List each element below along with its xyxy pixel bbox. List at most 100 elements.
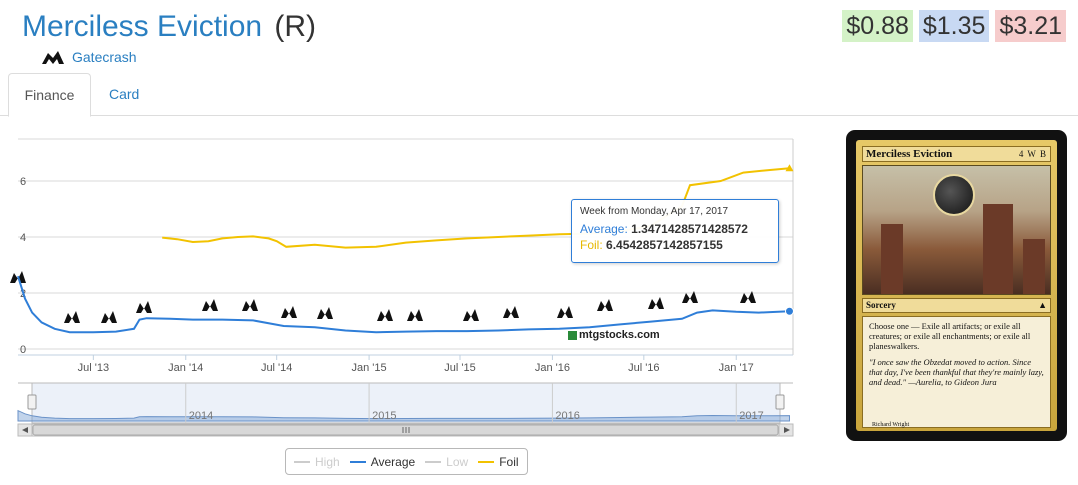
legend-swatch-foil bbox=[478, 460, 495, 463]
navigator-right-handle[interactable] bbox=[775, 394, 785, 410]
watermark-text: mtgstocks.com bbox=[579, 329, 660, 341]
card-flavor-text: "I once saw the Obzedat moved to action.… bbox=[869, 357, 1044, 387]
legend-item-low[interactable]: Low bbox=[425, 455, 468, 469]
navigator-series-area bbox=[17, 409, 791, 422]
set-glyph bbox=[64, 311, 80, 323]
legend-swatch-high bbox=[294, 460, 310, 463]
tooltip-foil-label: Foil: bbox=[580, 238, 603, 252]
tooltip-average-value: 1.3471428571428572 bbox=[631, 222, 748, 236]
set-glyph bbox=[407, 309, 423, 321]
set-release-ths-icon bbox=[136, 301, 152, 313]
set-release-jou-icon bbox=[242, 299, 258, 311]
navigator-year-label: 2015 bbox=[372, 410, 396, 422]
navigator-year-label: 2016 bbox=[555, 410, 579, 422]
chart-tooltip: Week from Monday, Apr 17, 2017 Average: … bbox=[571, 199, 779, 263]
gatecrash-set-icon bbox=[42, 51, 64, 64]
scroll-left-arrow-icon bbox=[22, 427, 28, 433]
set-glyph bbox=[682, 291, 698, 303]
watermark: mtgstocks.com bbox=[568, 329, 660, 341]
card-type-line: Sorcery bbox=[866, 300, 896, 310]
card-rules-text: Choose one — Exile all artifacts; or exi… bbox=[869, 321, 1031, 351]
legend-label-low: Low bbox=[446, 454, 469, 469]
set-glyph bbox=[377, 309, 393, 321]
set-release-emn-icon bbox=[648, 297, 664, 309]
set-row: Gatecrash bbox=[40, 48, 137, 66]
legend-item-high[interactable]: High bbox=[294, 455, 340, 469]
card-image: Merciless Eviction 4 W B Sorcery ▲ Choos… bbox=[846, 130, 1067, 441]
navigator-left-handle[interactable] bbox=[27, 394, 37, 410]
navigator-year-label: 2014 bbox=[189, 410, 213, 422]
set-release-ktk-icon bbox=[317, 307, 333, 319]
set-glyph bbox=[101, 311, 117, 323]
page-title: Merciless Eviction (R) bbox=[22, 8, 316, 46]
card-typebar: Sorcery ▲ bbox=[862, 298, 1051, 313]
card-set-symbol-icon: ▲ bbox=[1038, 300, 1047, 310]
set-glyph bbox=[503, 306, 519, 318]
y-tick-label: 6 bbox=[20, 176, 26, 188]
set-glyph bbox=[10, 271, 26, 283]
set-glyph bbox=[281, 306, 297, 318]
card-image-name: Merciless Eviction bbox=[866, 148, 953, 160]
price-foil-badge: $3.21 bbox=[995, 10, 1066, 42]
legend-item-foil[interactable]: Foil bbox=[478, 454, 519, 469]
x-tick-label: Jul '14 bbox=[261, 362, 292, 374]
price-low-badge: $0.88 bbox=[842, 10, 913, 42]
x-tick-label: Jan '15 bbox=[352, 362, 387, 374]
set-release-dgm-icon bbox=[64, 311, 80, 323]
scroll-right-arrow-icon bbox=[784, 427, 790, 433]
tooltip-header: Week from Monday, Apr 17, 2017 bbox=[580, 206, 729, 217]
legend-swatch-average bbox=[349, 460, 366, 463]
set-glyph bbox=[597, 299, 613, 311]
price-chart: 0 2 4 6 Jul '13 Jan '14 Jul '14 Jan '15 Jul '15 J… bbox=[0, 125, 810, 485]
x-tick-label: Jul '15 bbox=[444, 362, 475, 374]
navigator-year-label: 2017 bbox=[739, 410, 763, 422]
x-tick-label: Jan '14 bbox=[168, 362, 203, 374]
art-tower bbox=[983, 204, 1013, 294]
set-release-aer-icon bbox=[740, 291, 756, 303]
set-release-m15-icon bbox=[281, 306, 297, 318]
set-release-kld-icon bbox=[682, 291, 698, 303]
tab-card[interactable]: Card bbox=[109, 86, 140, 102]
set-glyph bbox=[740, 291, 756, 303]
x-tick-label: Jul '13 bbox=[78, 362, 109, 374]
card-name: Merciless Eviction bbox=[22, 10, 263, 43]
set-glyph bbox=[317, 307, 333, 319]
set-glyph bbox=[242, 299, 258, 311]
series-line-foil bbox=[162, 167, 790, 249]
set-release-m14-icon bbox=[101, 311, 117, 323]
set-release-gtc-icon bbox=[10, 271, 26, 283]
card-rarity: (R) bbox=[274, 10, 317, 43]
set-release-bng-icon bbox=[202, 299, 218, 311]
y-tick-label: 4 bbox=[20, 232, 26, 244]
card-art bbox=[862, 165, 1051, 295]
card-image-namebar: Merciless Eviction 4 W B bbox=[862, 146, 1051, 162]
set-glyph bbox=[463, 309, 479, 321]
tab-finance[interactable]: Finance bbox=[8, 73, 91, 117]
set-release-ori-icon bbox=[463, 309, 479, 321]
tooltip-foil-value: 6.4542857142857155 bbox=[606, 238, 723, 252]
art-orb bbox=[933, 174, 975, 216]
set-name-link[interactable]: Gatecrash bbox=[72, 49, 137, 65]
set-release-frf-icon bbox=[377, 309, 393, 321]
set-glyph bbox=[648, 297, 664, 309]
card-mana-cost: 4 W B bbox=[1018, 149, 1047, 159]
legend-label-foil: Foil bbox=[499, 454, 519, 469]
price-badges: $0.88 $1.35 $3.21 bbox=[842, 10, 1066, 42]
art-tower bbox=[1023, 239, 1045, 294]
card-artist: Richard Wright bbox=[872, 422, 910, 428]
price-average-badge: $1.35 bbox=[918, 10, 990, 42]
art-tower bbox=[881, 224, 903, 294]
set-glyph bbox=[136, 301, 152, 313]
set-release-dtk-icon bbox=[407, 309, 423, 321]
set-release-soi-icon bbox=[597, 299, 613, 311]
legend-label-average: Average bbox=[370, 454, 416, 469]
card-frame: Merciless Eviction 4 W B Sorcery ▲ Choos… bbox=[856, 140, 1057, 431]
x-tick-label: Jan '16 bbox=[535, 362, 570, 374]
tooltip-average-label: Average: bbox=[580, 222, 628, 236]
legend-swatch-low bbox=[425, 460, 442, 463]
chart-legend: High Average Low Foil bbox=[285, 448, 528, 475]
legend-item-average[interactable]: Average bbox=[349, 454, 416, 469]
set-glyph bbox=[557, 306, 573, 318]
series-marker-average bbox=[784, 306, 794, 316]
